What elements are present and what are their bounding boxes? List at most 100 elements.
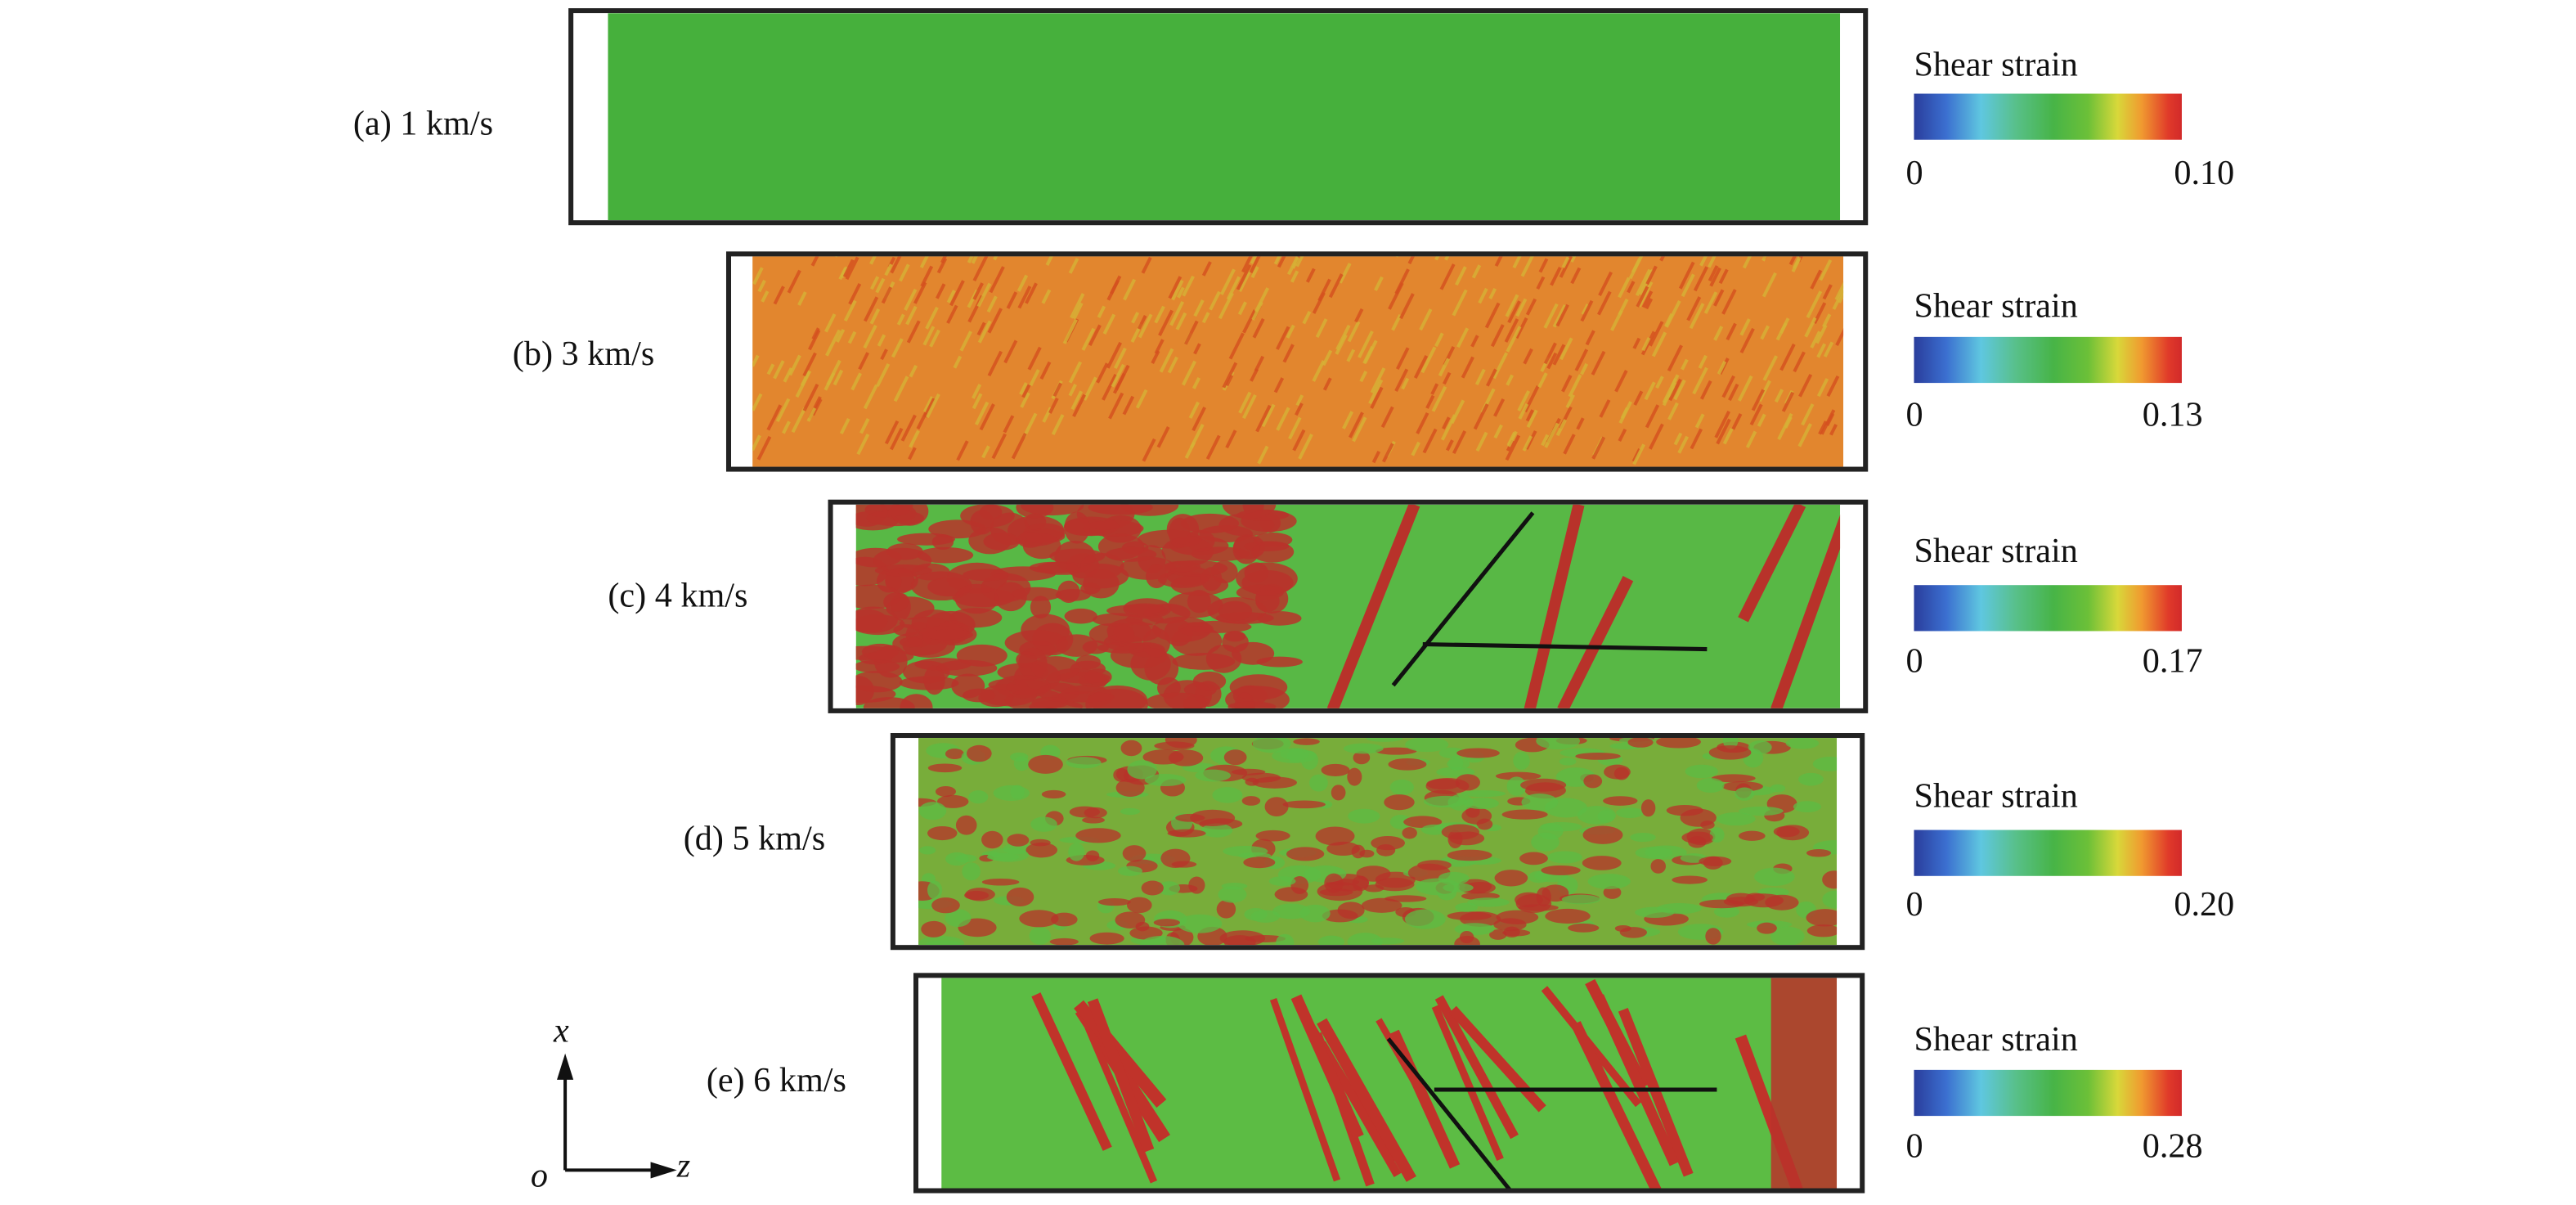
strain-patch [1232,769,1265,776]
field-background [608,13,1840,220]
strain-patch [931,897,960,913]
strain-patch [1320,888,1353,896]
strain-patch [1757,923,1777,934]
strain-patch [1030,927,1051,945]
colorbar-min-e: 0 [1905,1126,1923,1167]
colorbar-max-c: 0.17 [2143,641,2203,682]
strain-patch [981,831,1003,848]
strain-patch [1448,756,1463,771]
shear-band-blob [1124,604,1165,614]
strain-patch [1120,808,1140,815]
strain-patch [1560,758,1577,765]
strain-patch [1735,788,1754,801]
strain-patch [1577,806,1616,825]
shear-band-blob [927,629,973,641]
strain-patch [1603,796,1637,806]
shear-band-blob [1007,680,1049,695]
strain-patch [1007,834,1029,846]
strain-patch [921,921,946,937]
strain-patch [956,816,977,835]
shear-band-blob [1031,697,1068,708]
shear-band-blob [1172,653,1235,670]
strain-patch [1066,757,1101,768]
strain-patch [1405,910,1446,929]
shear-band-blob [1017,532,1043,547]
panel-label-b: (b) 3 km/s [513,334,654,375]
strain-patch [1007,888,1034,906]
strain-patch [1770,785,1786,793]
shear-band-blob [1193,672,1226,691]
strain-patch [1223,846,1268,857]
strain-patch [1326,842,1360,856]
strain-patch [1672,876,1708,884]
colorbar-c [1914,585,2181,631]
colorbar-min-a: 0 [1905,153,1923,194]
strain-patch [1402,827,1416,839]
strain-patch [994,785,1030,801]
strain-patch [1709,745,1752,759]
strain-patch [1520,779,1566,792]
strain-patch [1583,775,1602,789]
strain-patch [1269,876,1296,886]
strain-field [856,505,1840,708]
strain-patch [1251,910,1281,922]
strain-patch [1275,887,1308,902]
shear-band-blob [893,624,918,636]
strain-field [608,13,1840,220]
colorbar-min-c: 0 [1905,641,1923,682]
colorbar-a [1914,94,2181,140]
strain-patch [965,888,995,901]
strain-patch [1495,870,1528,886]
strain-patch [928,763,962,772]
strain-patch [1168,830,1206,838]
strain-patch [1028,755,1063,774]
colorbar-max-d: 0.20 [2174,884,2234,925]
strain-patch [1521,794,1558,811]
shear-band-blob [1057,581,1079,603]
axis-label-origin: o [531,1155,548,1196]
strain-patch [1426,779,1460,789]
strain-patch [1604,765,1631,780]
strain-patch [1154,919,1180,926]
shear-band-blob [1130,648,1170,681]
strain-patch [919,802,946,820]
shear-band-blob [1031,656,1080,681]
axis-label-x: x [554,1011,569,1052]
colorbar-d [1914,830,2181,876]
strain-patch [1218,886,1246,902]
strain-patch [1160,849,1190,868]
colorbar-title-d: Shear strain [1914,776,2077,816]
shear-band-blob [883,592,909,611]
coordinate-axes: x z o [526,1011,707,1197]
strain-patch [1293,738,1319,744]
strain-patch [1739,831,1766,841]
strain-patch [1025,843,1057,858]
strain-patch [1447,850,1492,861]
shear-band-blob [1251,542,1294,563]
strain-patch [1416,878,1460,895]
strain-patch [1068,843,1084,861]
strain-patch [1127,897,1152,913]
strain-field [918,738,1837,945]
panel-label-c: (c) 4 km/s [608,575,747,616]
strain-patch [1541,866,1580,875]
strain-patch [1798,773,1824,786]
strain-patch [1286,847,1324,861]
shear-band-blob [1256,657,1302,668]
strain-patch [1536,888,1551,907]
shear-band-blob [960,505,1015,528]
colorbar-title-b: Shear strain [1914,286,2077,327]
shear-band-blob [917,547,973,564]
strain-patch [945,852,968,866]
colorbar-title-e: Shear strain [1914,1019,2077,1060]
strain-patch [1636,847,1673,859]
strain-patch [1084,807,1107,818]
strain-patch [1615,925,1631,932]
strain-patch [1793,801,1821,812]
strain-map-b [726,251,1868,471]
shear-band-blob [963,689,995,703]
strain-patch [1464,798,1499,809]
strain-patch [1575,753,1621,760]
strain-patch [1389,758,1427,771]
